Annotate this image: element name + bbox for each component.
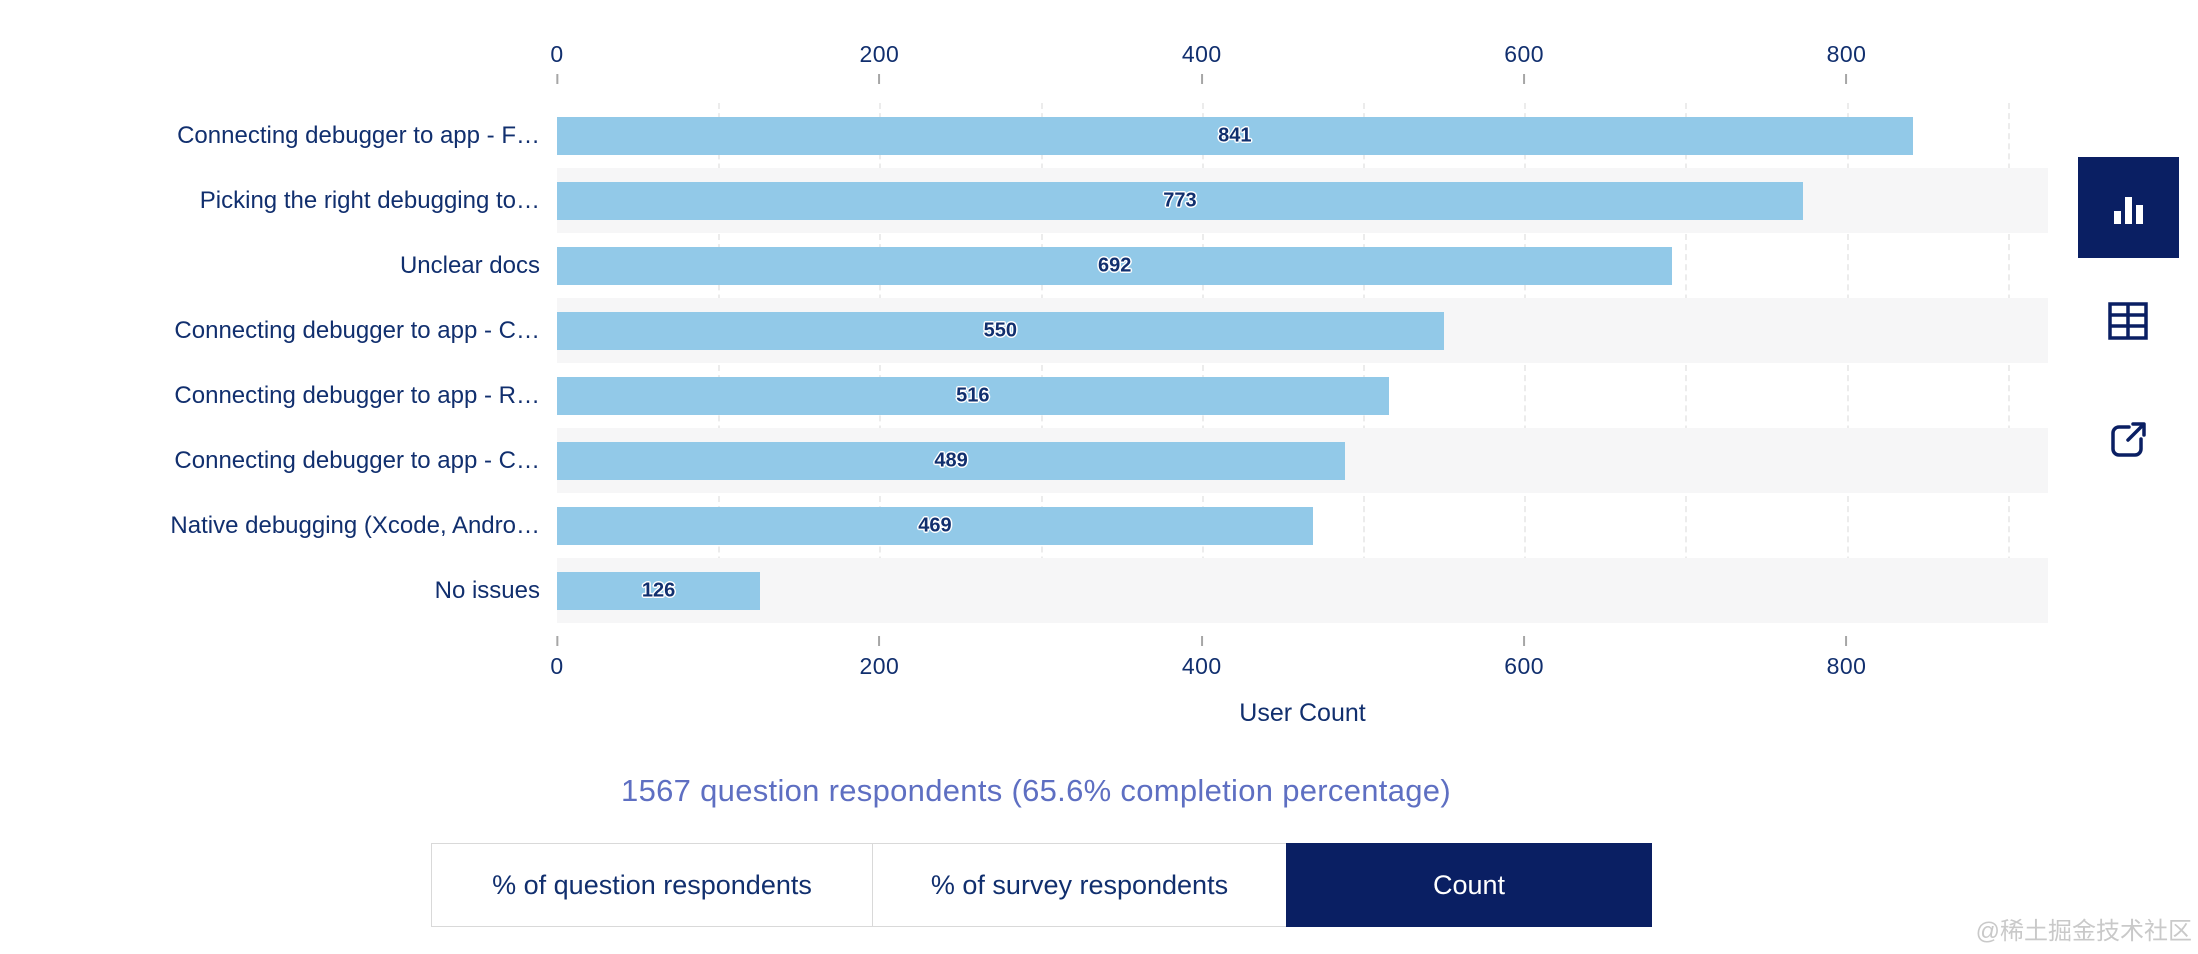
row-plot: 489 [557,428,2048,493]
watermark: @稀土掘金技术社区 [1975,918,2192,945]
row-plot: 773 [557,168,2048,233]
bar-row: Connecting debugger to app - R… 516 [0,363,2048,428]
bar-row: Connecting debugger to app - F… 841 [0,103,2048,168]
bar-value-label: 773 [1163,189,1197,211]
axis-tick: 800 [1827,40,1867,84]
chart-subtitle: 1567 question respondents (65.6% complet… [621,773,1451,808]
bar-row: Unclear docs 692 [0,233,2048,298]
bar[interactable]: 469 [557,506,1313,545]
category-label: Unclear docs [399,251,540,279]
x-axis-bottom: 0 200 400 600 800 [550,636,2048,692]
bar[interactable]: 126 [557,571,761,610]
chart-rows: Connecting debugger to app - F… 841 Pickin… [0,103,2048,623]
axis-tick: 400 [1182,40,1222,84]
axis-tick: 0 [550,40,563,84]
axis-tick: 800 [1827,636,1867,680]
toggle-survey-respondents[interactable]: % of survey respondents [872,843,1287,927]
bar-chart-icon [2107,186,2151,230]
axis-tick: 400 [1182,636,1222,680]
toggle-count[interactable]: Count [1286,843,1652,927]
external-link-icon [2104,416,2152,464]
bar-row: No issues 126 [0,558,2048,623]
category-label: Connecting debugger to app - C… [174,446,540,474]
bar[interactable]: 841 [557,116,1913,155]
table-view-button[interactable] [2102,295,2154,347]
x-axis-title: User Count [1239,699,1366,727]
bar-row: Native debugging (Xcode, Andro… 469 [0,493,2048,558]
toggle-question-respondents[interactable]: % of question respondents [431,843,873,927]
row-plot: 516 [557,363,2048,428]
table-icon [2106,299,2150,343]
bar-value-label: 841 [1218,124,1252,146]
bar-value-label: 516 [956,384,990,406]
row-plot: 469 [557,493,2048,558]
row-plot: 841 [557,103,2048,168]
bar-row: Connecting debugger to app - C… 550 [0,298,2048,363]
bar-chart: Connecting debugger to app - F… 841 Pickin… [0,103,2048,623]
axis-tick: 0 [550,636,563,680]
bar-row: Connecting debugger to app - C… 489 [0,428,2048,493]
bar-value-label: 469 [918,514,952,536]
bar[interactable]: 489 [557,441,1346,480]
row-plot: 126 [557,558,2048,623]
x-axis-top: 0 200 400 600 800 [550,40,2048,96]
axis-tick: 200 [859,40,899,84]
chart-view-button[interactable] [2078,157,2179,258]
category-label: Native debugging (Xcode, Andro… [170,511,540,539]
bar[interactable]: 550 [557,311,1444,350]
bar[interactable]: 516 [557,376,1389,415]
bar-value-label: 126 [641,579,676,601]
category-label: Picking the right debugging to… [199,186,540,214]
export-button[interactable] [2100,412,2156,468]
row-plot: 692 [557,233,2048,298]
bar-value-label: 489 [934,449,968,471]
bar-row: Picking the right debugging to… 773 [0,168,2048,233]
axis-tick: 600 [1504,40,1544,84]
category-label: Connecting debugger to app - C… [174,316,540,344]
bar-value-label: 550 [983,319,1017,341]
category-label: Connecting debugger to app - R… [174,381,540,409]
category-label: No issues [434,576,540,604]
bar[interactable]: 692 [557,246,1673,285]
axis-tick: 200 [859,636,899,680]
category-label: Connecting debugger to app - F… [177,121,540,149]
bar-value-label: 692 [1098,254,1132,276]
bar[interactable]: 773 [557,181,1803,220]
metric-toggle-group: % of question respondents % of survey re… [431,843,1652,927]
row-plot: 550 [557,298,2048,363]
axis-tick: 600 [1504,636,1544,680]
